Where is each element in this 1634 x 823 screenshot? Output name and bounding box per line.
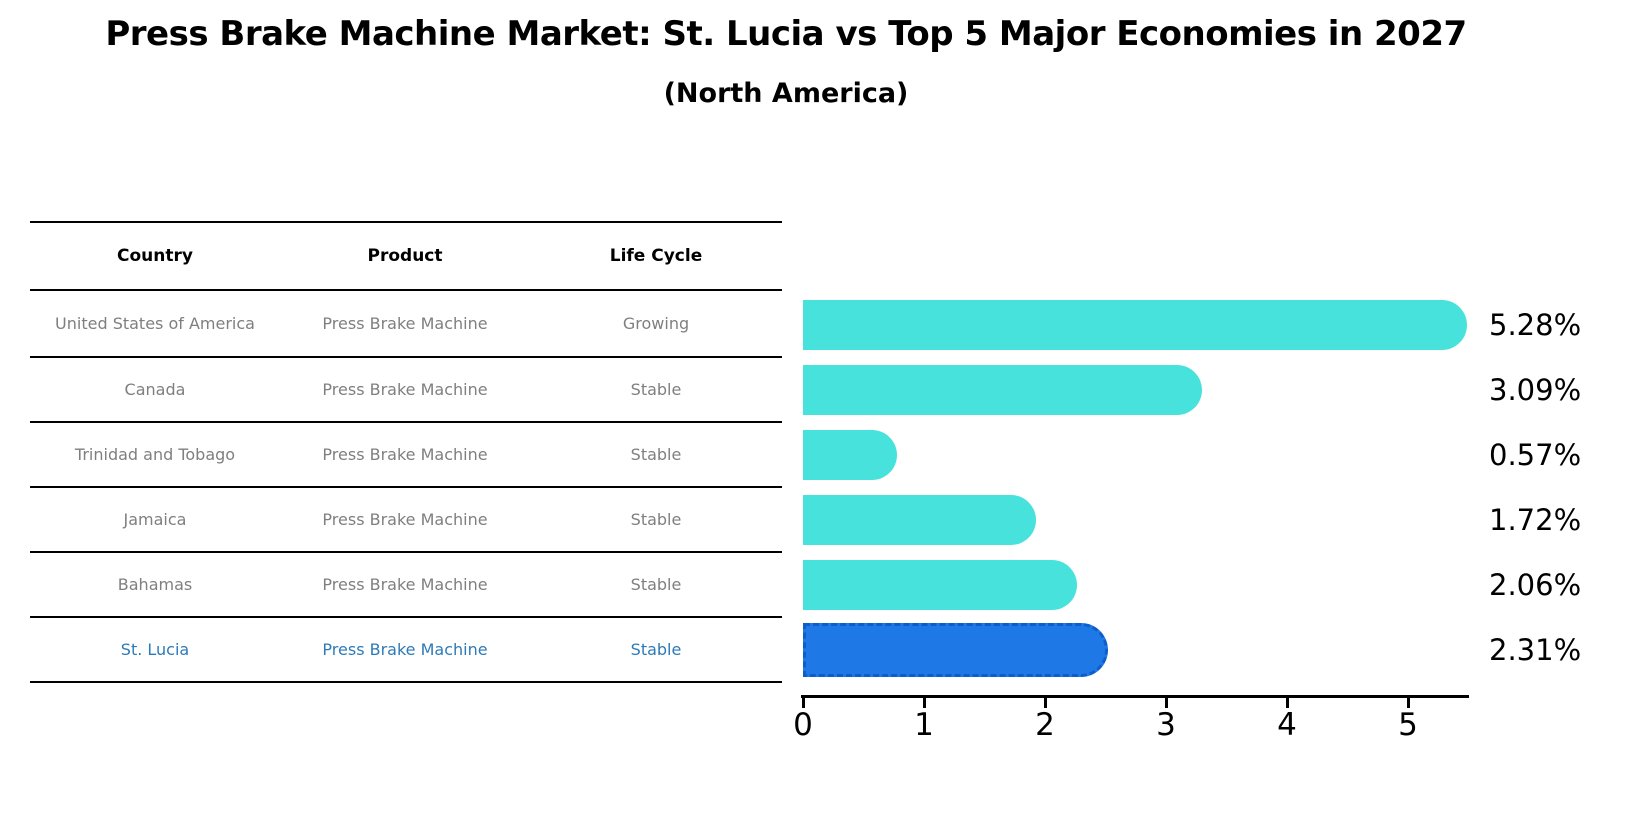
table-row: St. Lucia Press Brake Machine Stable [30, 637, 782, 663]
bar-value-label: 1.72% [1489, 503, 1582, 537]
table-row: Bahamas Press Brake Machine Stable [30, 572, 782, 598]
table-row: Canada Press Brake Machine Stable [30, 377, 782, 403]
column-header-product: Product [367, 246, 443, 266]
country-cell: St. Lucia [120, 640, 190, 659]
x-axis-tick [1044, 695, 1047, 708]
life-cycle-cell: Growing [622, 314, 690, 333]
x-axis-tick-label: 3 [1156, 707, 1176, 743]
table-bottom-rule [30, 681, 782, 683]
country-cell: Trinidad and Tobago [74, 445, 236, 464]
bar [803, 623, 1108, 677]
table-row-rule [30, 356, 782, 358]
table-header-row: Country Product Life Cycle [30, 243, 782, 269]
bar [803, 365, 1202, 415]
country-cell: Bahamas [117, 575, 193, 594]
bar-value-label: 0.57% [1489, 438, 1582, 472]
x-axis-tick-label: 5 [1398, 707, 1418, 743]
chart-title: Press Brake Machine Market: St. Lucia vs… [105, 14, 1467, 54]
table-top-rule [30, 221, 782, 223]
bar [803, 495, 1037, 545]
life-cycle-cell: Stable [630, 510, 682, 529]
product-cell: Press Brake Machine [322, 640, 488, 659]
x-axis-tick [802, 695, 805, 708]
x-axis-tick [1407, 695, 1410, 708]
bar [803, 430, 897, 480]
bar [803, 300, 1467, 350]
life-cycle-cell: Stable [630, 445, 682, 464]
product-cell: Press Brake Machine [322, 575, 488, 594]
country-cell: Jamaica [123, 510, 187, 529]
column-header-country: Country [117, 246, 193, 266]
life-cycle-cell: Stable [630, 380, 682, 399]
x-axis-tick [1165, 695, 1168, 708]
x-axis-tick [1286, 695, 1289, 708]
x-axis-line [801, 695, 1469, 698]
table-row-rule [30, 616, 782, 618]
table-row: Trinidad and Tobago Press Brake Machine … [30, 442, 782, 468]
column-header-life-cycle: Life Cycle [609, 246, 703, 266]
table-row-rule [30, 421, 782, 423]
product-cell: Press Brake Machine [322, 380, 488, 399]
table-row: United States of America Press Brake Mac… [30, 311, 782, 337]
bar [803, 560, 1078, 610]
product-cell: Press Brake Machine [322, 314, 488, 333]
bar-value-label: 5.28% [1489, 308, 1582, 342]
table-row-rule [30, 486, 782, 488]
bar-value-label: 2.31% [1489, 633, 1582, 667]
table-header-rule [30, 289, 782, 291]
x-axis-tick [923, 695, 926, 708]
chart-subtitle: (North America) [663, 78, 909, 109]
x-axis-tick-label: 0 [793, 707, 813, 743]
bar-value-label: 2.06% [1489, 568, 1582, 602]
x-axis-tick-label: 1 [914, 707, 934, 743]
life-cycle-cell: Stable [630, 575, 682, 594]
x-axis-tick-label: 4 [1277, 707, 1297, 743]
table-row-rule [30, 551, 782, 553]
x-axis-tick-label: 2 [1035, 707, 1055, 743]
product-cell: Press Brake Machine [322, 510, 488, 529]
country-cell: United States of America [55, 314, 255, 333]
table-row: Jamaica Press Brake Machine Stable [30, 507, 782, 533]
product-cell: Press Brake Machine [322, 445, 488, 464]
bar-value-label: 3.09% [1489, 373, 1582, 407]
life-cycle-cell: Stable [630, 640, 682, 659]
country-cell: Canada [124, 380, 186, 399]
